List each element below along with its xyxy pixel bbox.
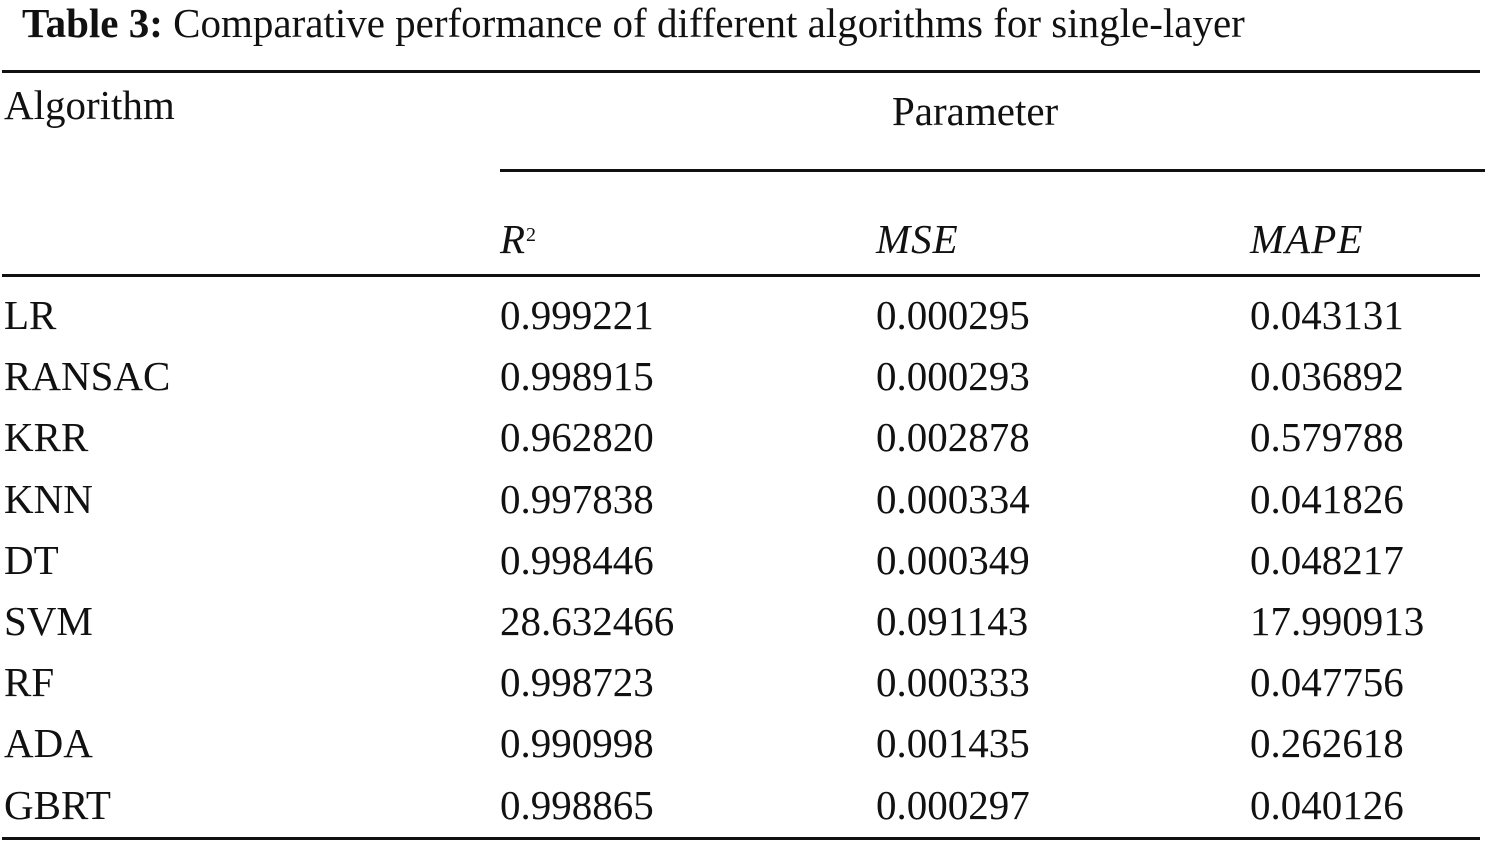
cell-r2: 0.998865 bbox=[500, 781, 654, 828]
cell-mape: 0.041826 bbox=[1250, 475, 1404, 522]
cell-algorithm: ADA bbox=[4, 720, 93, 767]
table-row: SVM 28.632466 0.091143 17.990913 bbox=[0, 598, 1489, 659]
cell-algorithm: RF bbox=[4, 659, 55, 706]
cell-mse: 0.000293 bbox=[876, 353, 1030, 400]
table-row: DT 0.998446 0.000349 0.048217 bbox=[0, 537, 1489, 598]
table-row: KNN 0.997838 0.000334 0.041826 bbox=[0, 476, 1489, 537]
cell-r2: 0.998723 bbox=[500, 659, 654, 706]
table-row: LR 0.999221 0.000295 0.043131 bbox=[0, 292, 1489, 353]
table-row: RANSAC 0.998915 0.000293 0.036892 bbox=[0, 353, 1489, 414]
cell-mape: 0.047756 bbox=[1250, 659, 1404, 706]
parameter-rule bbox=[500, 169, 1485, 172]
bottom-rule bbox=[2, 837, 1480, 840]
cell-r2: 0.998446 bbox=[500, 536, 654, 583]
table-caption-text: Comparative performance of different alg… bbox=[173, 0, 1245, 46]
cell-mape: 0.040126 bbox=[1250, 781, 1404, 828]
header-r2-superscript: 2 bbox=[526, 224, 538, 246]
cell-mse: 0.001435 bbox=[876, 720, 1030, 767]
cell-mape: 0.262618 bbox=[1250, 720, 1404, 767]
header-mape: MAPE bbox=[1250, 216, 1364, 262]
header-mse: MSE bbox=[876, 216, 959, 262]
cell-mape: 0.043131 bbox=[1250, 292, 1404, 338]
table-caption-label: Table 3: bbox=[22, 0, 163, 46]
header-r2: R2 bbox=[500, 216, 537, 262]
cell-r2: 0.998915 bbox=[500, 353, 654, 400]
header-parameter: Parameter bbox=[892, 88, 1059, 134]
cell-algorithm: RANSAC bbox=[4, 353, 171, 400]
table-row: RF 0.998723 0.000333 0.047756 bbox=[0, 659, 1489, 720]
cell-mse: 0.000334 bbox=[876, 475, 1030, 522]
cell-r2: 0.999221 bbox=[500, 292, 654, 338]
header-bottom-rule bbox=[2, 274, 1480, 277]
cell-mse: 0.091143 bbox=[876, 598, 1029, 644]
cell-mse: 0.000297 bbox=[876, 781, 1030, 828]
cell-mse: 0.002878 bbox=[876, 414, 1030, 461]
cell-mse: 0.000333 bbox=[876, 659, 1030, 706]
cell-r2: 0.997838 bbox=[500, 475, 654, 522]
cell-mse: 0.000349 bbox=[876, 536, 1030, 583]
cell-mape: 0.579788 bbox=[1250, 414, 1404, 461]
cell-mape: 0.048217 bbox=[1250, 536, 1404, 583]
table-row: ADA 0.990998 0.001435 0.262618 bbox=[0, 720, 1489, 781]
cell-algorithm: SVM bbox=[4, 598, 93, 644]
cell-mape: 0.036892 bbox=[1250, 353, 1404, 400]
cell-mape: 17.990913 bbox=[1250, 598, 1425, 644]
top-rule bbox=[2, 70, 1480, 73]
table-row: KRR 0.962820 0.002878 0.579788 bbox=[0, 414, 1489, 475]
cell-r2: 28.632466 bbox=[500, 598, 675, 644]
cell-algorithm: KNN bbox=[4, 475, 93, 522]
table-row: GBRT 0.998865 0.000297 0.040126 bbox=[0, 782, 1489, 843]
cell-r2: 0.962820 bbox=[500, 414, 654, 461]
header-algorithm: Algorithm bbox=[4, 82, 175, 128]
cell-r2: 0.990998 bbox=[500, 720, 654, 767]
cell-algorithm: KRR bbox=[4, 414, 89, 461]
cell-algorithm: GBRT bbox=[4, 781, 111, 828]
table-caption: Table 3: Comparative performance of diff… bbox=[22, 0, 1245, 46]
header-r2-base: R bbox=[500, 216, 527, 262]
cell-algorithm: DT bbox=[4, 536, 59, 583]
cell-mse: 0.000295 bbox=[876, 292, 1030, 338]
cell-algorithm: LR bbox=[4, 292, 57, 338]
